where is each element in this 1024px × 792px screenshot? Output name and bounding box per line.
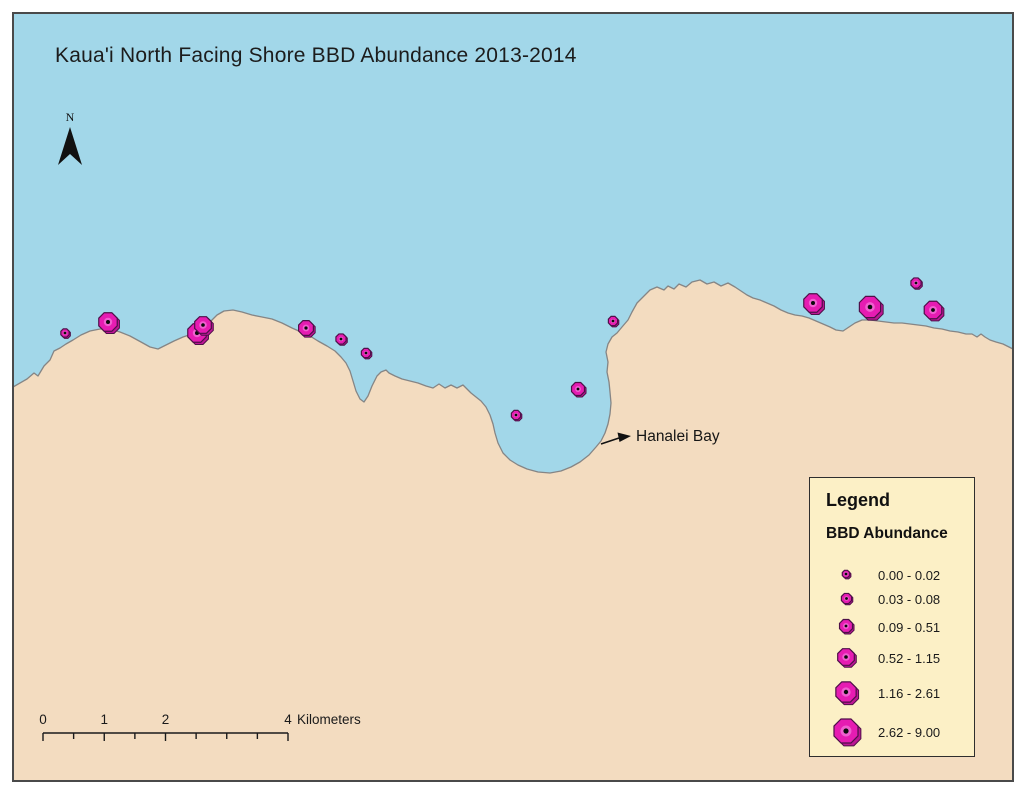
scalebar-tick-label: 1 [100, 712, 109, 727]
legend-octagon-icon [833, 718, 862, 747]
bbd-abundance-marker [923, 300, 945, 322]
legend-item: 0.03 - 0.08 [826, 588, 974, 611]
legend-octagon-icon [838, 618, 855, 635]
map-title: Kaua'i North Facing Shore BBD Abundance … [55, 44, 577, 67]
legend-item: 0.09 - 0.51 [826, 614, 974, 640]
scalebar-tick-label: 4 [284, 712, 292, 727]
legend-octagon-icon [840, 592, 853, 606]
legend-items: 0.00 - 0.02 0.03 - 0.08 0.09 - 0.51 0.52 - … [826, 565, 974, 751]
legend-octagon-icon [841, 569, 852, 580]
bay-arrow-icon [600, 432, 631, 445]
bbd-abundance-marker [910, 277, 923, 290]
bbd-abundance-marker [98, 312, 120, 334]
legend-octagon-icon [837, 648, 857, 668]
scalebar-tick-label: 0 [39, 712, 47, 727]
legend-item-label: 0.09 - 0.51 [878, 619, 941, 635]
legend-symbol-icon [835, 681, 860, 706]
bbd-abundance-marker [335, 333, 348, 346]
legend-symbol-icon [838, 618, 855, 635]
bay-label: Hanalei Bay [636, 428, 720, 445]
legend-symbol-icon [840, 592, 853, 606]
legend-symbol-icon [841, 569, 852, 580]
bbd-abundance-marker [298, 320, 316, 338]
scalebar [42, 732, 289, 741]
legend-title: Legend [826, 490, 891, 510]
bbd-abundance-marker [570, 381, 587, 398]
legend-item-label: 1.16 - 2.61 [878, 685, 941, 701]
north-label: N [65, 110, 75, 124]
legend-symbol-icon [833, 718, 862, 747]
bbd-abundance-marker [510, 409, 523, 422]
bbd-markers-layer [60, 277, 945, 422]
legend-octagon-icon [835, 681, 860, 706]
legend-item: 1.16 - 2.61 [826, 676, 974, 710]
scalebar-tick-label: 2 [161, 712, 170, 727]
legend-item: 0.00 - 0.02 [826, 565, 974, 585]
legend-item-label: 0.03 - 0.08 [878, 592, 941, 607]
bbd-abundance-marker [194, 316, 214, 336]
bbd-abundance-marker [607, 315, 620, 328]
north-arrow-icon [58, 127, 82, 165]
legend-item: 0.52 - 1.15 [826, 643, 974, 673]
land-shape [13, 279, 1013, 781]
legend-item: 2.62 - 9.00 [826, 713, 974, 751]
legend-box: Legend BBD Abundance 0.00 - 0.02 0.03 - 0… [809, 477, 975, 757]
legend-symbol-icon [837, 648, 857, 668]
legend-item-label: 2.62 - 9.00 [878, 724, 941, 740]
bbd-abundance-marker [60, 328, 71, 339]
legend-subtitle: BBD Abundance [826, 525, 948, 542]
bbd-abundance-marker [803, 293, 825, 315]
legend-item-label: 0.52 - 1.15 [878, 650, 941, 666]
legend-item-label: 0.00 - 0.02 [878, 567, 941, 583]
map-border [12, 12, 1014, 782]
bbd-abundance-marker [858, 295, 884, 321]
scalebar-unit-label: Kilometers [297, 712, 361, 727]
bbd-abundance-marker [360, 347, 373, 360]
